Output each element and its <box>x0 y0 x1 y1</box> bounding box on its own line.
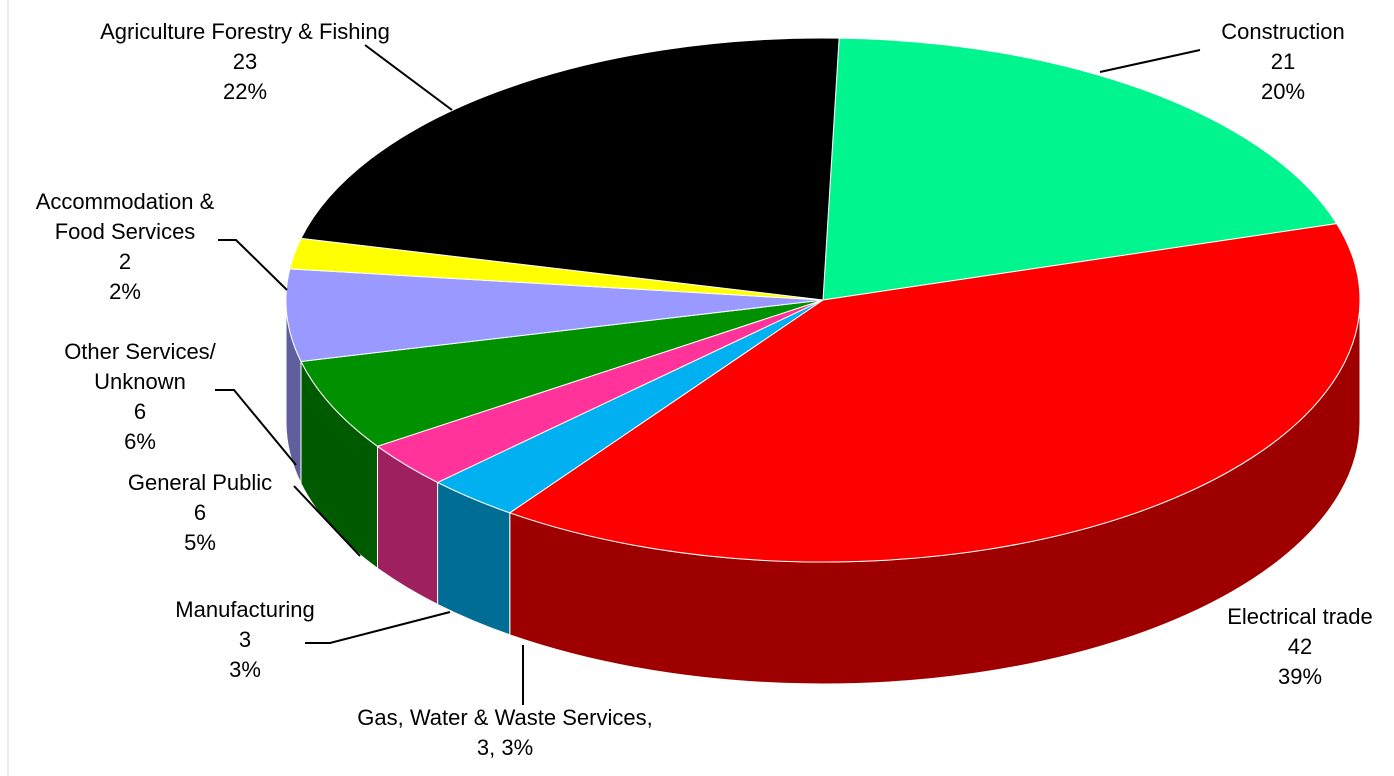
value-label: 6 <box>133 399 147 424</box>
category-label: Construction <box>1221 19 1345 44</box>
percent-label: 3% <box>501 735 534 760</box>
data-label: Accommodation & Food Services 2 2% <box>10 187 240 307</box>
pie <box>285 37 1361 685</box>
leader-line <box>364 44 453 111</box>
leader-line <box>305 611 451 644</box>
slice <box>300 37 840 301</box>
leader-lines <box>215 44 1201 705</box>
data-label: Agriculture Forestry & Fishing 23 22% <box>100 17 390 107</box>
slice <box>300 299 824 447</box>
value-label: 2 <box>118 249 132 274</box>
percent-label: 5% <box>184 530 216 555</box>
leader-line <box>218 239 288 291</box>
value-label: 23 <box>232 49 258 74</box>
data-label: Gas, Water & Waste Services, 3, 3% <box>295 703 715 763</box>
data-label: Manufacturing 3 3% <box>145 595 345 685</box>
value-line: 3, 3% <box>295 733 715 763</box>
category-label: Electrical trade <box>1227 604 1373 629</box>
percent-label: 3% <box>229 657 261 682</box>
value-label: 3 <box>238 627 252 652</box>
category-label: Accommodation & Food Services <box>35 189 215 244</box>
leader-line <box>293 485 361 557</box>
category-label: Agriculture Forestry & Fishing <box>100 19 390 44</box>
percent-label: 20% <box>1260 79 1306 104</box>
category-label: Gas, Water & Waste Services, <box>357 705 653 730</box>
category-label: Other Services/ Unknown <box>64 339 216 394</box>
percent-label: 2% <box>109 279 141 304</box>
category-label: Manufacturing <box>175 597 315 622</box>
leader-line <box>1099 49 1201 73</box>
value-label: 21 <box>1270 49 1296 74</box>
category-label: General Public <box>127 470 273 495</box>
slice <box>822 37 1338 301</box>
percent-label: 22% <box>222 79 268 104</box>
percent-label: 6% <box>124 429 156 454</box>
value-label: 3, <box>476 735 496 760</box>
data-label: Construction 21 20% <box>1183 17 1383 107</box>
value-label: 6 <box>193 500 207 525</box>
data-label: Electrical trade 42 39% <box>1190 602 1394 692</box>
data-label: Other Services/ Unknown 6 6% <box>50 337 230 457</box>
data-label: General Public 6 5% <box>100 468 300 558</box>
leader-line <box>215 389 297 466</box>
value-label: 42 <box>1287 634 1313 659</box>
percent-label: 39% <box>1277 664 1323 689</box>
slice <box>508 223 1361 563</box>
slice <box>285 268 824 362</box>
